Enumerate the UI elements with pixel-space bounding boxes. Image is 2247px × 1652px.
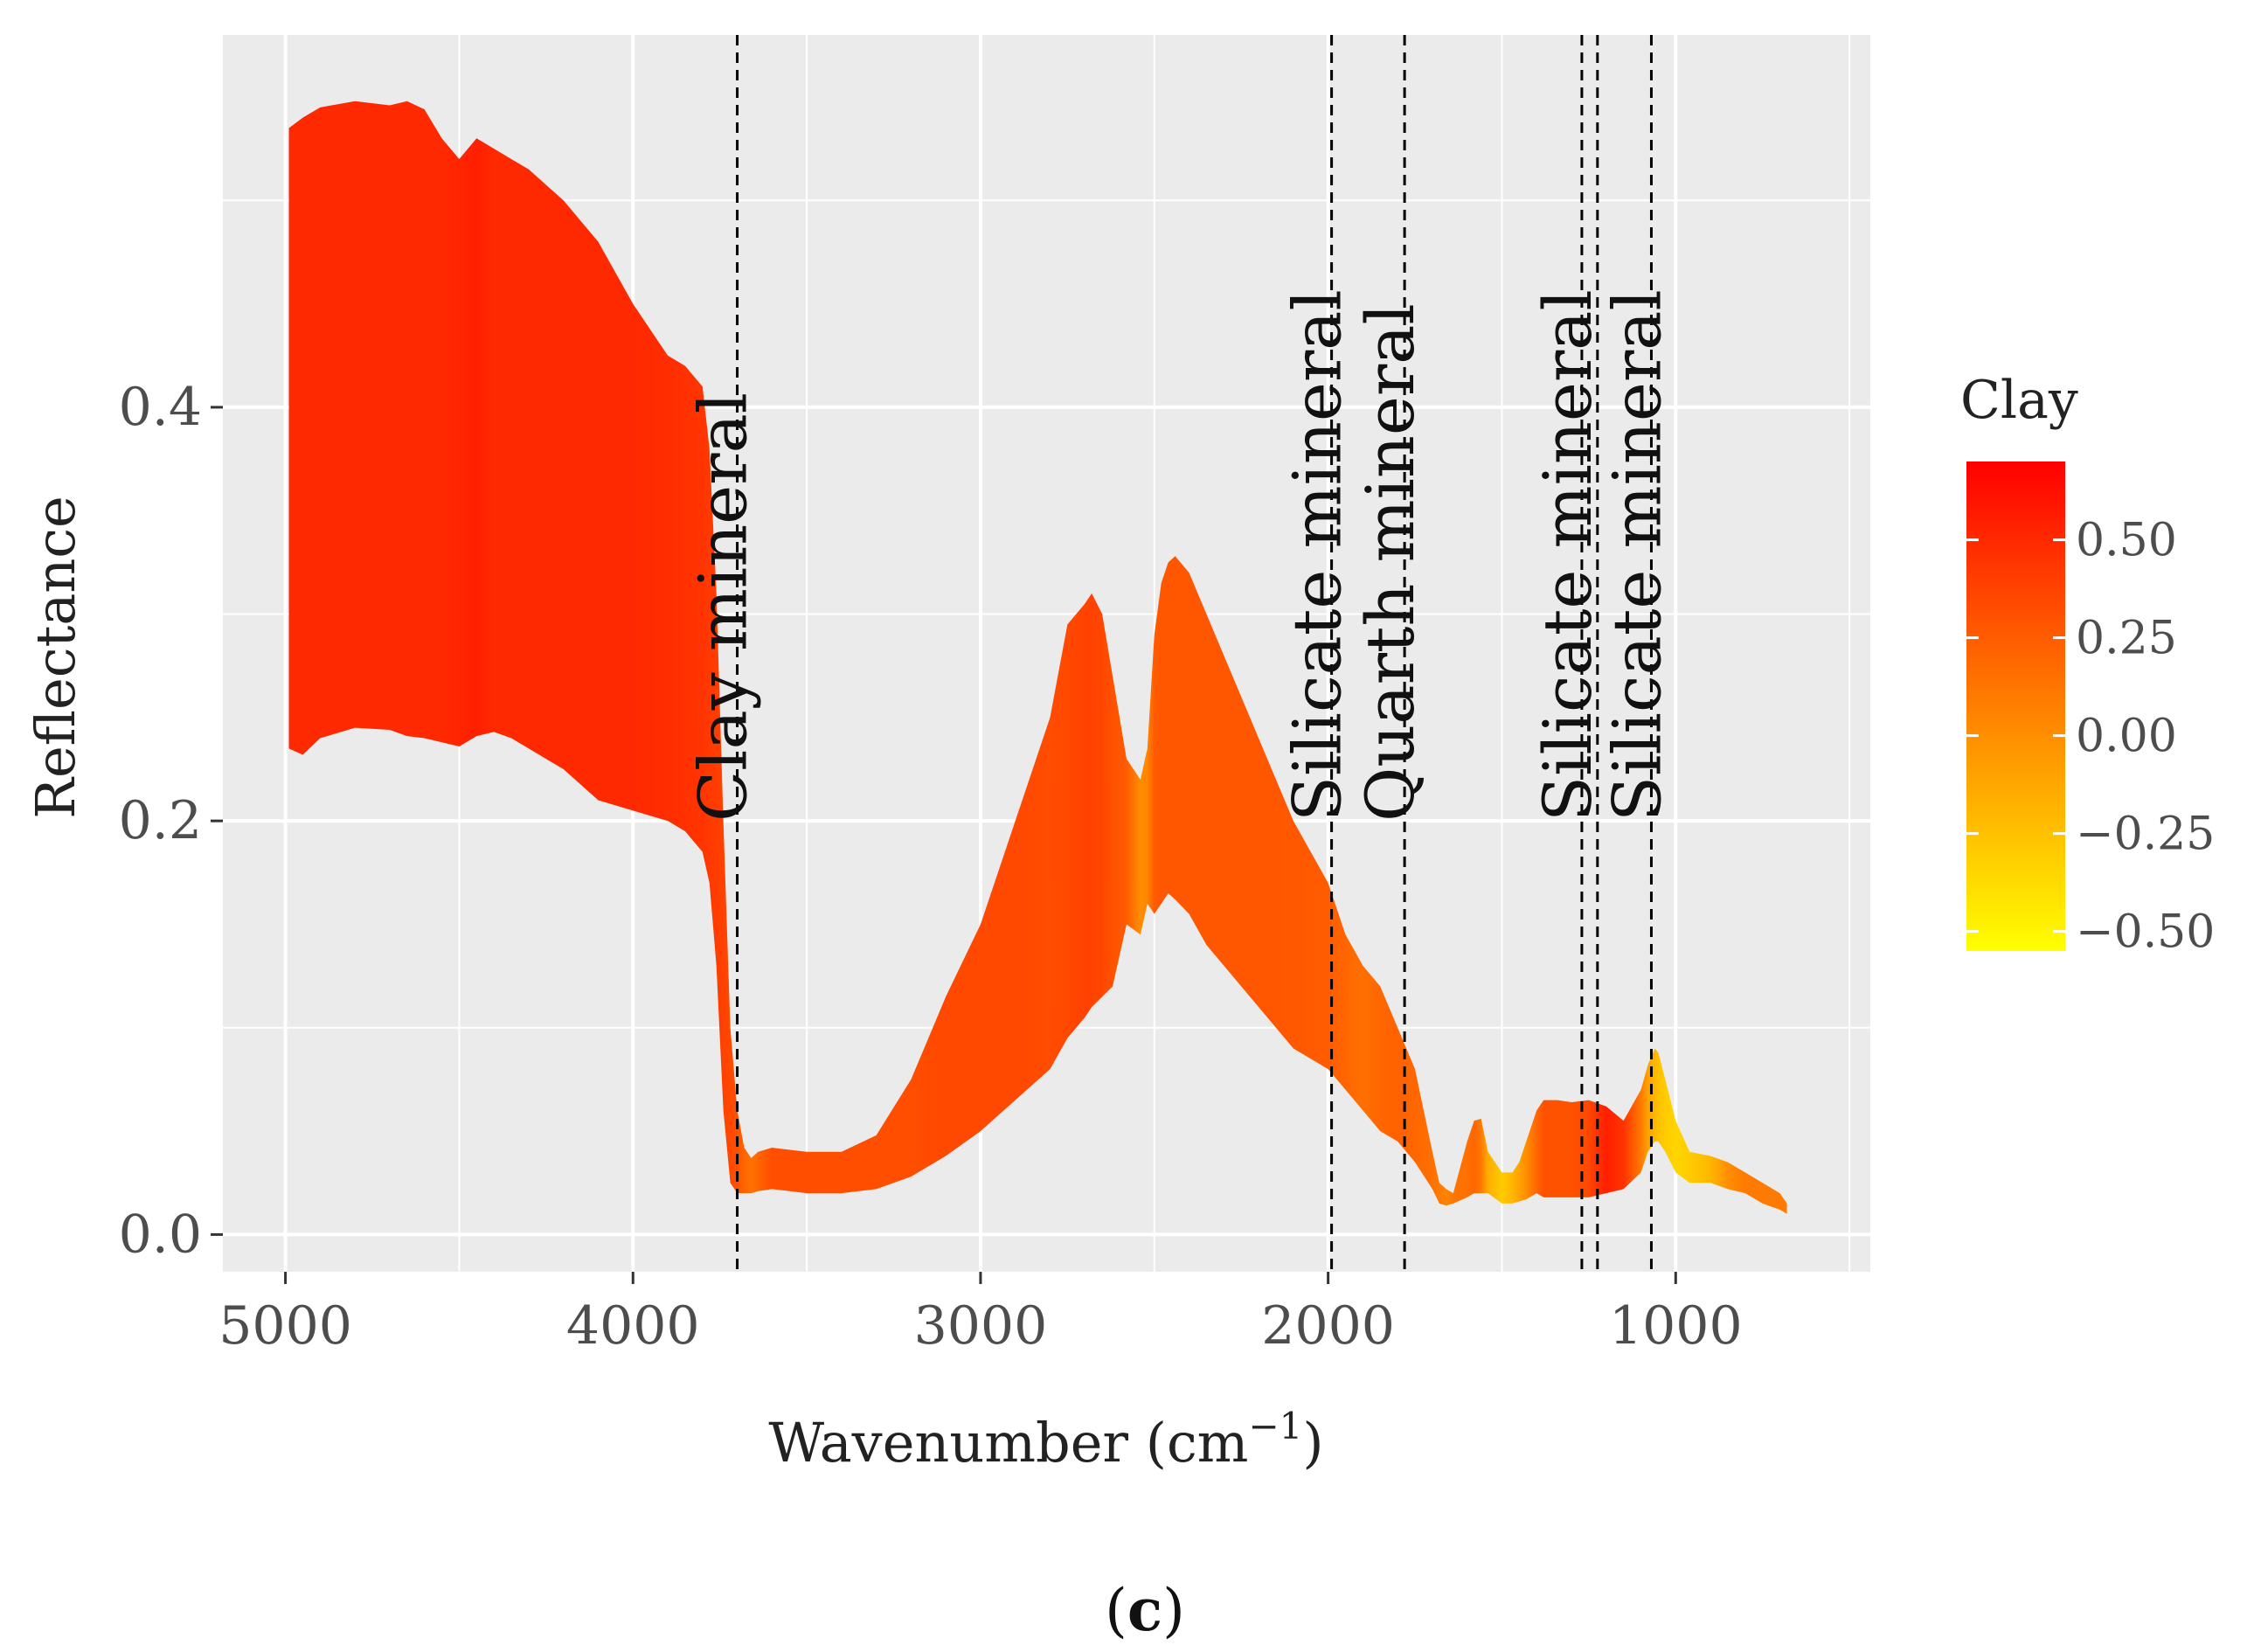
legend-tick-label: −0.25: [2076, 809, 2215, 861]
annotation-label: Silicate mineral: [1598, 289, 1675, 822]
x-axis-title: Wavenumber (cm−1): [768, 1405, 1323, 1475]
panel-label: (c): [1105, 1576, 1185, 1644]
x-tick-label: 3000: [914, 1295, 1048, 1357]
y-axis: 0.0 0.2 0.4: [119, 377, 223, 1265]
x-tick-label: 5000: [218, 1295, 352, 1357]
legend-tick-label: 0.25: [2076, 613, 2177, 665]
panel-label-open: (: [1105, 1577, 1127, 1644]
color-legend: Clay 0.50 0.25 0.00 −0.25 −0.50: [1960, 370, 2215, 959]
x-axis: 5000 4000 3000 2000 1000: [218, 1272, 1743, 1357]
legend-ticks: 0.50 0.25 0.00 −0.25 −0.50: [1966, 515, 2215, 959]
legend-colorbar: [1966, 462, 2065, 951]
annotation-label: Silicate mineral: [1529, 289, 1606, 822]
panel-label-close: ): [1162, 1577, 1185, 1644]
x-axis-title-superscript: −1: [1248, 1405, 1302, 1447]
annotation-label: Quarth mineral: [1351, 303, 1429, 822]
panel-label-letter: c: [1127, 1576, 1162, 1644]
legend-title: Clay: [1960, 370, 2078, 431]
y-axis-title: Reflectance: [24, 496, 87, 818]
y-tick-label: 0.4: [119, 377, 202, 438]
x-axis-title-text: Wavenumber (cm: [768, 1411, 1248, 1475]
y-tick-label: 0.0: [119, 1204, 202, 1265]
legend-tick-label: −0.50: [2076, 906, 2215, 959]
annotation-label: Silicate mineral: [1279, 289, 1356, 822]
x-tick-label: 4000: [566, 1295, 700, 1357]
x-axis-title-close: ): [1302, 1411, 1323, 1475]
legend-tick-label: 0.50: [2076, 515, 2177, 567]
legend-tick-label: 0.00: [2076, 711, 2177, 763]
annotation-label: Clay mineral: [684, 392, 762, 822]
reflectance-band: [288, 101, 1787, 1214]
x-tick-label: 2000: [1261, 1295, 1395, 1357]
y-tick-label: 0.2: [119, 790, 202, 851]
x-tick-label: 1000: [1609, 1295, 1743, 1357]
